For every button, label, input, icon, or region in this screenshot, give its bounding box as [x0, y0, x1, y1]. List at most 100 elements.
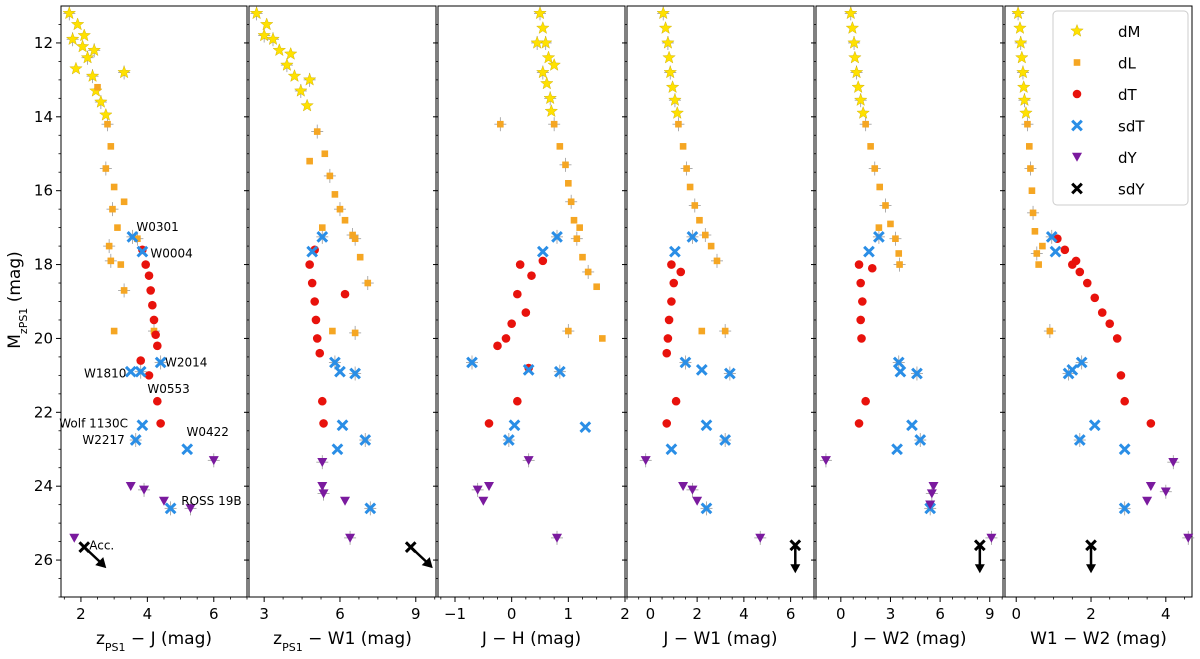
- point-dM: [668, 93, 682, 106]
- point-dM: [259, 17, 274, 31]
- error-bars: [250, 6, 377, 545]
- point-dY: [640, 456, 651, 466]
- legend-marker-sdY: [1071, 182, 1083, 195]
- legend-label-dL: dL: [1118, 55, 1137, 73]
- point-dM: [266, 32, 280, 45]
- sdY-arrow-head: [1086, 564, 1097, 574]
- point-sdT: [719, 434, 732, 446]
- point-dL: [110, 327, 118, 335]
- y-tick-label: 26: [34, 551, 53, 569]
- point-dM: [1017, 93, 1032, 106]
- point-dT: [1146, 419, 1156, 428]
- point-dT: [856, 278, 865, 288]
- x-axis-label-rest: − J (mag): [126, 629, 213, 649]
- sdY-marker: [789, 539, 802, 574]
- annotation-label: ROSS 19B: [181, 494, 241, 508]
- point-sdT: [536, 245, 549, 258]
- point-sdT: [1118, 443, 1131, 456]
- point-sdT: [700, 502, 713, 515]
- point-dM: [117, 65, 131, 79]
- point-dL: [336, 205, 344, 213]
- point-dM: [94, 94, 108, 108]
- legend-marker-dL: [1073, 59, 1081, 66]
- x-tick-label: 6: [786, 605, 796, 623]
- point-dM: [99, 107, 113, 121]
- point-dL: [351, 329, 359, 337]
- x-axis-label: zPS1 − J (mag): [96, 629, 212, 654]
- legend-marker-sdT: [1071, 119, 1083, 132]
- series-dY: [317, 457, 356, 543]
- point-dT: [317, 396, 327, 406]
- x-tick-label: 3: [886, 605, 896, 623]
- point-dL: [593, 283, 600, 291]
- point-dL: [882, 202, 889, 209]
- legend: dM dL dT sdT dY sdY: [1052, 10, 1189, 206]
- point-dL: [134, 235, 141, 243]
- point-dY: [925, 500, 936, 510]
- point-dL: [707, 242, 715, 250]
- x-axis-label-main: z: [96, 629, 105, 649]
- point-dM: [845, 21, 860, 34]
- panel-frame: [626, 5, 815, 598]
- point-dT: [1120, 396, 1129, 406]
- point-dL: [599, 335, 606, 342]
- point-dT: [527, 271, 536, 280]
- point-sdT: [679, 356, 692, 369]
- point-sdT: [164, 502, 177, 515]
- panel-4: 0 2 4 6J − W1 (mag): [622, 5, 815, 649]
- legend-label-dM: dM: [1118, 23, 1140, 41]
- point-dY: [926, 489, 937, 499]
- point-dY: [345, 533, 356, 543]
- point-dT: [1071, 256, 1081, 266]
- x-tick-label: 4: [1161, 605, 1171, 623]
- point-dM: [536, 65, 550, 79]
- point-dL: [556, 143, 564, 150]
- y-axis-label: MzPS1 (mag): [5, 251, 30, 349]
- point-dT: [305, 260, 314, 269]
- point-dT: [663, 334, 673, 343]
- point-dM: [283, 46, 298, 60]
- point-dY: [678, 481, 689, 491]
- point-dM: [69, 61, 83, 75]
- point-sdT: [329, 356, 341, 369]
- series-dY: [640, 456, 766, 543]
- point-sdT: [1118, 502, 1131, 515]
- y-tick-label: 18: [34, 256, 53, 274]
- point-sdT: [894, 365, 907, 378]
- point-dY: [484, 481, 494, 491]
- point-dT: [493, 341, 502, 351]
- point-sdT: [136, 245, 149, 258]
- series-dM: [656, 6, 684, 119]
- point-dY: [1183, 533, 1194, 543]
- point-dM: [272, 43, 287, 57]
- x-tick-label: −1: [444, 605, 466, 623]
- point-dL: [584, 268, 592, 276]
- point-dL: [721, 327, 729, 335]
- legend-marker-dM: [1070, 23, 1084, 37]
- series-dT: [662, 260, 686, 428]
- sdY-arrow-head: [421, 557, 433, 569]
- point-dM: [662, 50, 676, 64]
- point-dM: [77, 28, 91, 42]
- point-dM: [257, 28, 271, 42]
- sdY-marker: [1085, 539, 1097, 574]
- point-dM: [536, 21, 550, 34]
- series-sdT: [466, 230, 592, 446]
- point-dM: [663, 65, 677, 79]
- point-dY: [820, 456, 831, 466]
- point-dL: [698, 327, 706, 335]
- y-axis-label-unit: (mag): [5, 251, 25, 307]
- panel-frame: [248, 5, 437, 598]
- point-dL: [114, 224, 121, 231]
- series-dM: [62, 6, 131, 121]
- point-dT: [484, 419, 494, 428]
- point-dL: [109, 205, 116, 213]
- annotation-label: W0301: [136, 220, 178, 234]
- point-dL: [675, 120, 682, 128]
- legend-marker-dT: [1072, 89, 1082, 99]
- point-dT: [312, 334, 322, 343]
- series-dY: [472, 456, 562, 543]
- point-dY: [185, 504, 196, 514]
- point-dL: [306, 157, 313, 165]
